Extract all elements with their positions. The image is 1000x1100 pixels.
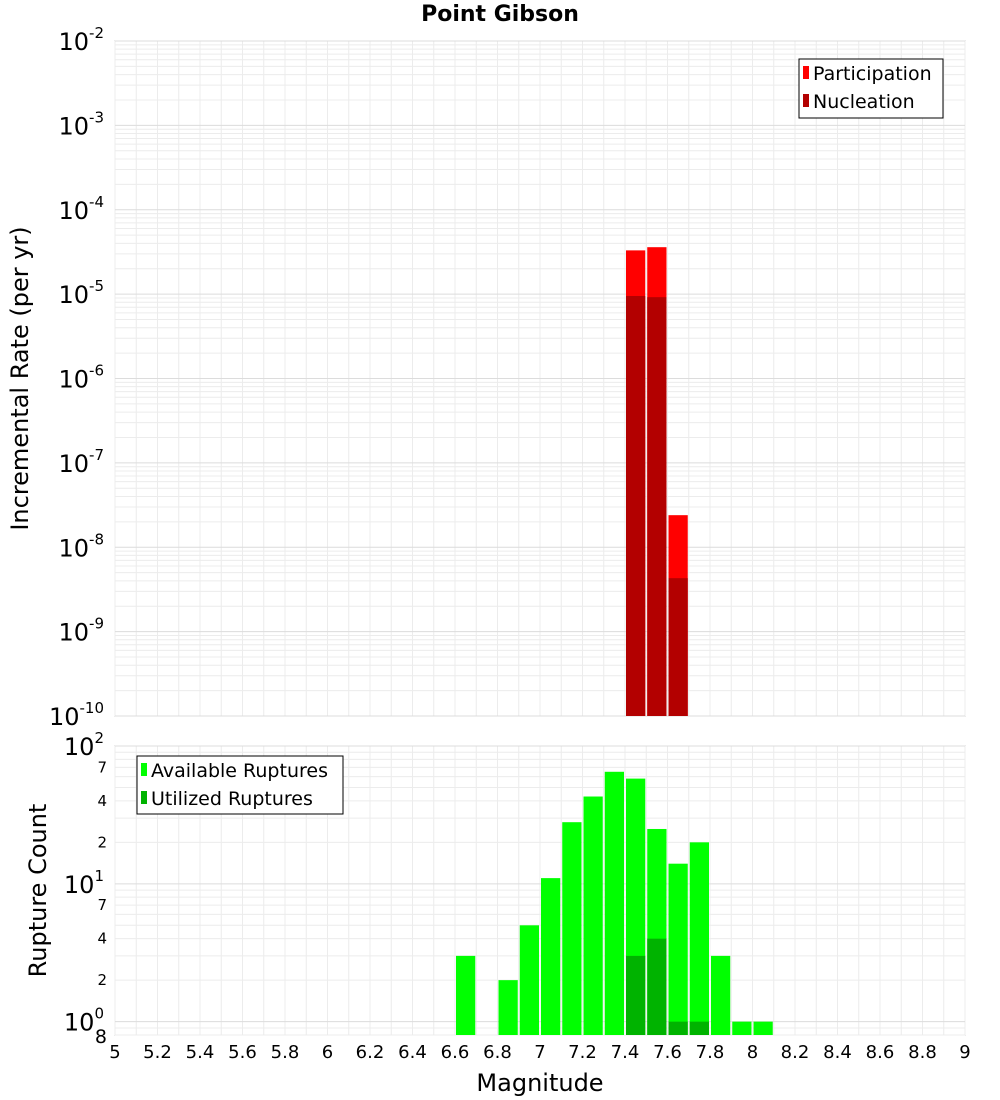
top-legend: Participation Nucleation xyxy=(798,58,944,119)
x-tick-label: 8.4 xyxy=(823,1042,852,1063)
bar-series-0 xyxy=(498,980,518,1035)
legend-box xyxy=(798,58,944,119)
bar-series-1 xyxy=(668,578,688,716)
x-tick-label: 8 xyxy=(747,1042,758,1063)
x-tick-label: 7.2 xyxy=(568,1042,597,1063)
top-y-tick-label: 10-6 xyxy=(58,362,104,394)
bar-series-0 xyxy=(541,878,561,1035)
top-chart-panel: 10-10 10-9 10-8 10-7 10-6 10-5 10-4 10-3 10-2 In… xyxy=(6,24,966,731)
x-tick-label: 5.6 xyxy=(228,1042,257,1063)
x-tick-label: 6.8 xyxy=(483,1042,512,1063)
bar-series-1 xyxy=(647,938,667,1035)
bottom-bars xyxy=(456,771,773,1035)
x-tick-label: 5 xyxy=(109,1042,120,1063)
legend-swatch xyxy=(803,66,809,79)
bottom-y-minor-tick-label: 7 xyxy=(97,758,107,776)
x-tick-label: 5.4 xyxy=(186,1042,215,1063)
legend-swatch xyxy=(141,791,147,804)
bar-series-1 xyxy=(689,1021,709,1035)
x-tick-labels: 5 5.2 5.4 5.6 5.8 6 6.2 6.4 6.6 6.8 7 7.2 7.4 7.6 7.8 8… xyxy=(109,1042,970,1063)
bottom-y-minor-tick-label: 2 xyxy=(97,833,107,851)
top-y-tick-label: 10-8 xyxy=(58,530,104,562)
top-y-tick-label: 10-2 xyxy=(58,24,104,56)
bar-series-1 xyxy=(626,296,646,716)
bottom-y-minor-tick-label: 8 xyxy=(95,1026,107,1048)
bottom-y-minor-tick-label: 4 xyxy=(97,930,107,948)
chart-title: Point Gibson xyxy=(421,2,579,27)
legend-box xyxy=(136,755,344,815)
x-tick-label: 5.8 xyxy=(271,1042,300,1063)
x-tick-label: 7.4 xyxy=(611,1042,640,1063)
bar-series-1 xyxy=(668,1021,688,1035)
top-y-tick-label: 10-3 xyxy=(58,108,104,140)
top-y-tick-label: 10-7 xyxy=(58,446,104,478)
bar-series-0 xyxy=(562,822,582,1035)
bottom-y-minor-tick-label: 2 xyxy=(97,971,107,989)
x-tick-label: 6 xyxy=(322,1042,333,1063)
x-tick-label: 8.6 xyxy=(866,1042,895,1063)
x-tick-label: 9 xyxy=(959,1042,970,1063)
bar-series-0 xyxy=(689,842,709,1035)
x-tick-label: 7.6 xyxy=(653,1042,682,1063)
x-tick-label: 6.4 xyxy=(398,1042,427,1063)
bar-series-0 xyxy=(668,863,688,1035)
x-tick-label: 6.6 xyxy=(441,1042,470,1063)
bottom-chart-panel: 100 101 102 8 2 4 7 2 4 7 5 5.2 5.4 5.6 5.8 6 6.2 6.4 6.6… xyxy=(24,729,971,1097)
bar-series-0 xyxy=(604,771,624,1035)
x-tick-label: 8.2 xyxy=(781,1042,810,1063)
bottom-y-minor-tick-label: 4 xyxy=(97,792,107,810)
top-bars xyxy=(626,247,688,717)
bar-series-1 xyxy=(626,955,646,1035)
x-tick-label: 7.8 xyxy=(696,1042,725,1063)
top-y-tick-label: 10-4 xyxy=(58,193,104,225)
legend-label: Utilized Ruptures xyxy=(151,788,313,810)
x-tick-label: 8.8 xyxy=(908,1042,937,1063)
top-grid xyxy=(114,40,966,717)
top-y-tick-label: 10-9 xyxy=(58,615,104,647)
bottom-y-minor-tick-label: 7 xyxy=(97,896,107,914)
bottom-legend: Available Ruptures Utilized Ruptures xyxy=(136,755,344,815)
x-tick-label: 6.2 xyxy=(356,1042,385,1063)
x-tick-label: 7 xyxy=(534,1042,545,1063)
top-y-tick-label: 10-5 xyxy=(58,277,104,309)
bar-series-0 xyxy=(732,1021,752,1035)
bottom-y-major-tick-label: 100 xyxy=(64,1005,104,1037)
bottom-y-tick-labels: 100 101 102 8 2 4 7 2 4 7 xyxy=(64,729,107,1048)
legend-swatch xyxy=(803,94,809,107)
bottom-y-major-tick-label: 102 xyxy=(64,729,104,761)
bar-series-0 xyxy=(753,1021,773,1035)
top-y-tick-labels: 10-10 10-9 10-8 10-7 10-6 10-5 10-4 10-3 10-2 xyxy=(49,24,104,731)
bar-series-0 xyxy=(519,925,539,1035)
bottom-y-major-tick-label: 101 xyxy=(64,867,104,899)
x-axis-label: Magnitude xyxy=(476,1069,603,1097)
top-y-tick-label: 10-10 xyxy=(49,699,104,731)
bar-series-0 xyxy=(583,796,603,1035)
legend-label: Participation xyxy=(813,63,932,85)
top-y-axis-label: Incremental Rate (per yr) xyxy=(6,226,34,530)
legend-label: Nucleation xyxy=(813,91,915,113)
bottom-y-axis-label: Rupture Count xyxy=(24,804,52,978)
legend-swatch xyxy=(141,763,147,776)
bar-series-1 xyxy=(647,297,667,716)
x-tick-label: 5.2 xyxy=(143,1042,172,1063)
bar-series-0 xyxy=(456,955,476,1035)
legend-label: Available Ruptures xyxy=(151,760,328,782)
bar-series-0 xyxy=(711,955,731,1035)
